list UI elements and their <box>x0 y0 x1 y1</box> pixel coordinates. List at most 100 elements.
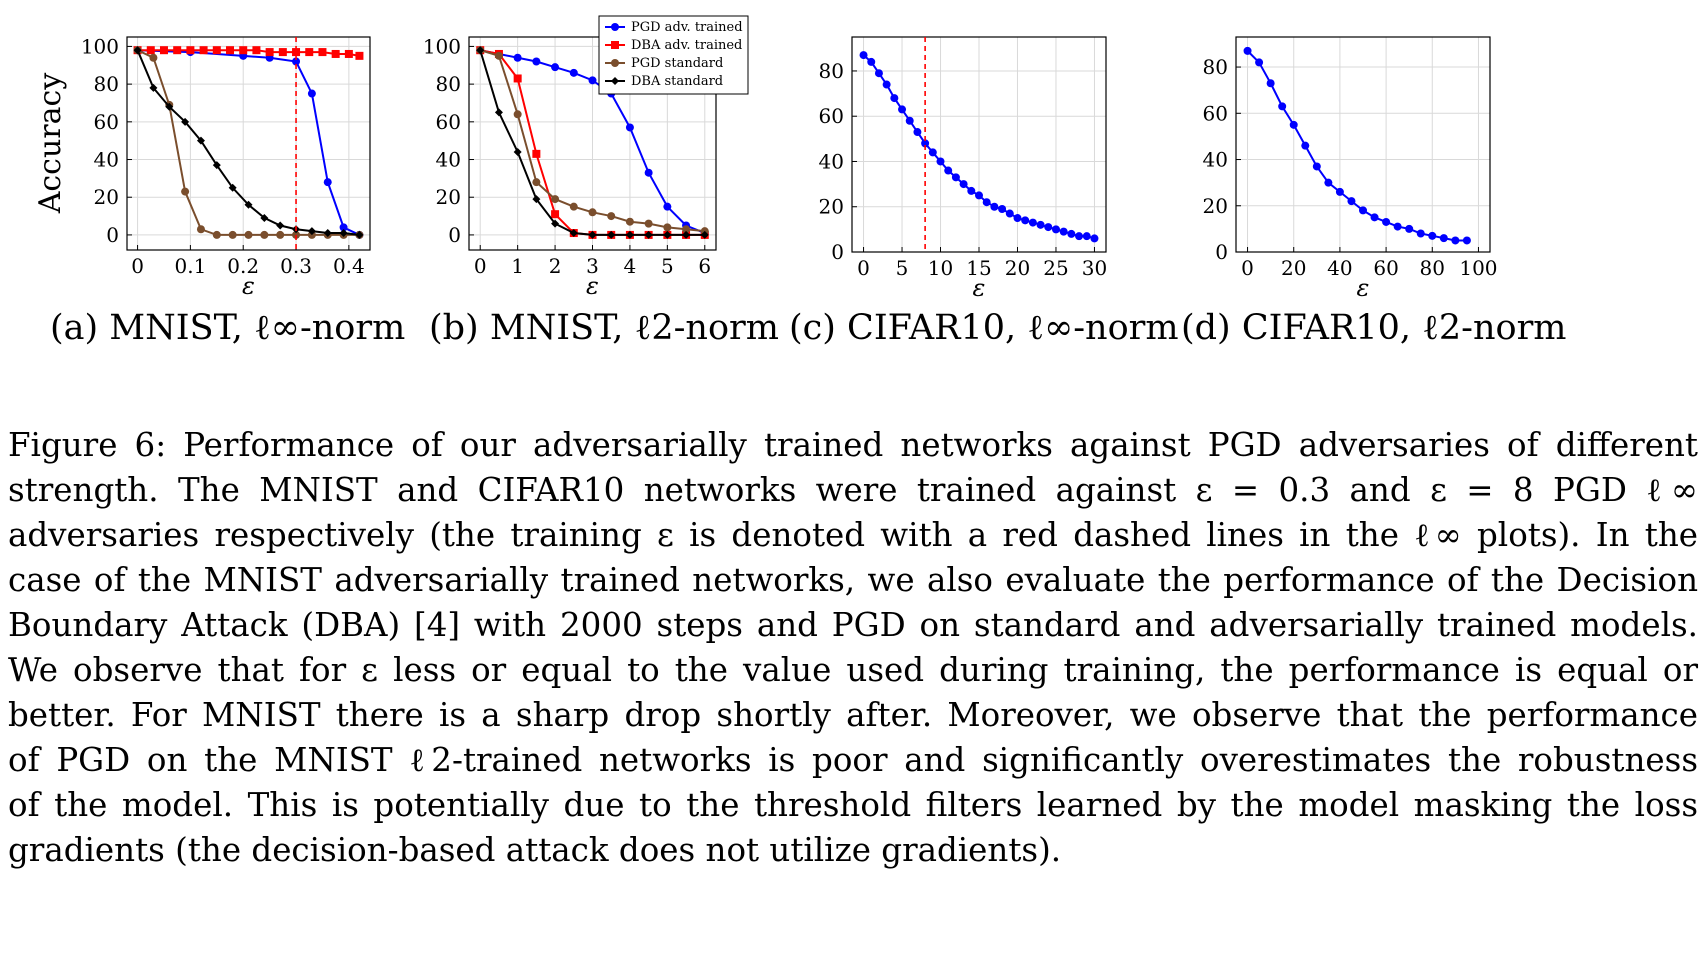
data-point <box>494 51 503 60</box>
data-point <box>982 198 991 207</box>
caption-line: better. For MNIST there is a sharp drop … <box>8 696 1698 734</box>
data-point <box>569 229 578 238</box>
data-point <box>181 187 190 196</box>
data-point <box>898 105 907 114</box>
data-point <box>476 46 485 55</box>
data-point <box>532 149 541 158</box>
data-point <box>682 225 691 234</box>
data-point <box>149 83 158 92</box>
data-point <box>244 200 253 209</box>
legend-swatch-marker <box>611 59 619 67</box>
x-tick-label: 0 <box>857 256 870 280</box>
data-point <box>244 230 253 239</box>
x-tick-label: 10 <box>928 256 953 280</box>
x-tick-label: 0 <box>131 254 144 278</box>
x-tick-label: 6 <box>698 254 711 278</box>
legend-swatch-marker <box>611 77 619 85</box>
y-tick-label: 80 <box>819 59 844 83</box>
data-point <box>252 46 261 55</box>
data-point <box>663 223 672 232</box>
x-tick-label: 0.1 <box>174 254 206 278</box>
data-point <box>1090 234 1099 243</box>
data-point <box>323 229 332 238</box>
data-point <box>260 213 269 222</box>
data-point <box>1266 79 1275 88</box>
data-point <box>1051 225 1060 234</box>
data-point <box>928 148 937 157</box>
data-point <box>1278 102 1287 111</box>
x-tick-label: 5 <box>896 256 909 280</box>
data-point <box>663 230 672 239</box>
data-point <box>551 63 560 72</box>
data-point <box>944 166 953 175</box>
data-point <box>1370 213 1379 222</box>
data-point <box>323 178 332 187</box>
data-point <box>292 48 301 57</box>
x-axis-label: ε <box>242 272 255 300</box>
data-point <box>276 221 285 230</box>
data-point <box>1405 224 1414 233</box>
y-tick-label: 80 <box>436 72 461 96</box>
data-point <box>1324 178 1333 187</box>
y-tick-label: 100 <box>423 34 461 58</box>
x-tick-label: 0.4 <box>333 254 365 278</box>
data-point <box>133 46 142 55</box>
data-point <box>196 225 205 234</box>
data-point <box>682 230 691 239</box>
data-point <box>212 161 221 170</box>
x-tick-label: 100 <box>1459 256 1497 280</box>
data-point <box>1416 229 1425 238</box>
data-point <box>292 230 301 239</box>
data-point <box>344 49 353 58</box>
data-point <box>276 230 285 239</box>
data-point <box>882 80 891 89</box>
caption-line: case of the MNIST adversarially trained … <box>8 561 1698 599</box>
caption-line: of PGD on the MNIST ℓ2-trained networks … <box>8 741 1698 779</box>
x-tick-label: 1 <box>511 254 524 278</box>
y-tick-label: 60 <box>94 110 119 134</box>
data-point <box>951 173 960 182</box>
panel-caption-a: (a) MNIST, ℓ∞-norm <box>50 308 406 348</box>
data-point <box>588 208 597 217</box>
data-point <box>307 89 316 98</box>
data-point <box>305 48 314 57</box>
data-point <box>1059 227 1068 236</box>
y-tick-label: 100 <box>81 34 119 58</box>
data-point <box>228 230 237 239</box>
y-tick-label: 0 <box>831 240 844 264</box>
data-point <box>663 202 672 211</box>
data-point <box>292 57 301 66</box>
data-point <box>1044 223 1053 232</box>
data-point <box>339 229 348 238</box>
legend-label: DBA adv. trained <box>631 38 742 53</box>
y-tick-label: 40 <box>819 149 844 173</box>
data-point <box>625 217 634 226</box>
data-point <box>625 123 634 132</box>
caption-line: Boundary Attack (DBA) [4] with 2000 step… <box>8 606 1698 644</box>
data-point <box>959 180 968 189</box>
y-tick-label: 40 <box>94 148 119 172</box>
legend-swatch-marker <box>611 41 619 49</box>
data-point <box>551 210 560 219</box>
y-tick-label: 40 <box>1203 148 1228 172</box>
caption-line: of the model. This is potentially due to… <box>8 786 1698 824</box>
x-tick-label: 40 <box>1327 256 1352 280</box>
panel-caption-b: (b) MNIST, ℓ2-norm <box>429 308 779 348</box>
y-tick-label: 60 <box>436 110 461 134</box>
data-point <box>569 68 578 77</box>
data-point <box>1382 217 1391 226</box>
x-tick-label: 60 <box>1373 256 1398 280</box>
y-tick-label: 60 <box>819 104 844 128</box>
data-point <box>1347 197 1356 206</box>
data-point <box>1451 236 1460 245</box>
legend-label: DBA standard <box>631 74 723 89</box>
x-tick-label: 30 <box>1082 256 1107 280</box>
data-point <box>905 116 914 125</box>
y-tick-label: 20 <box>436 185 461 209</box>
data-point <box>588 230 597 239</box>
data-point <box>239 46 248 55</box>
series-line-pgd-adv-trained <box>1246 50 1467 242</box>
data-point <box>165 102 174 111</box>
plot-frame <box>126 36 371 251</box>
y-tick-label: 20 <box>94 185 119 209</box>
